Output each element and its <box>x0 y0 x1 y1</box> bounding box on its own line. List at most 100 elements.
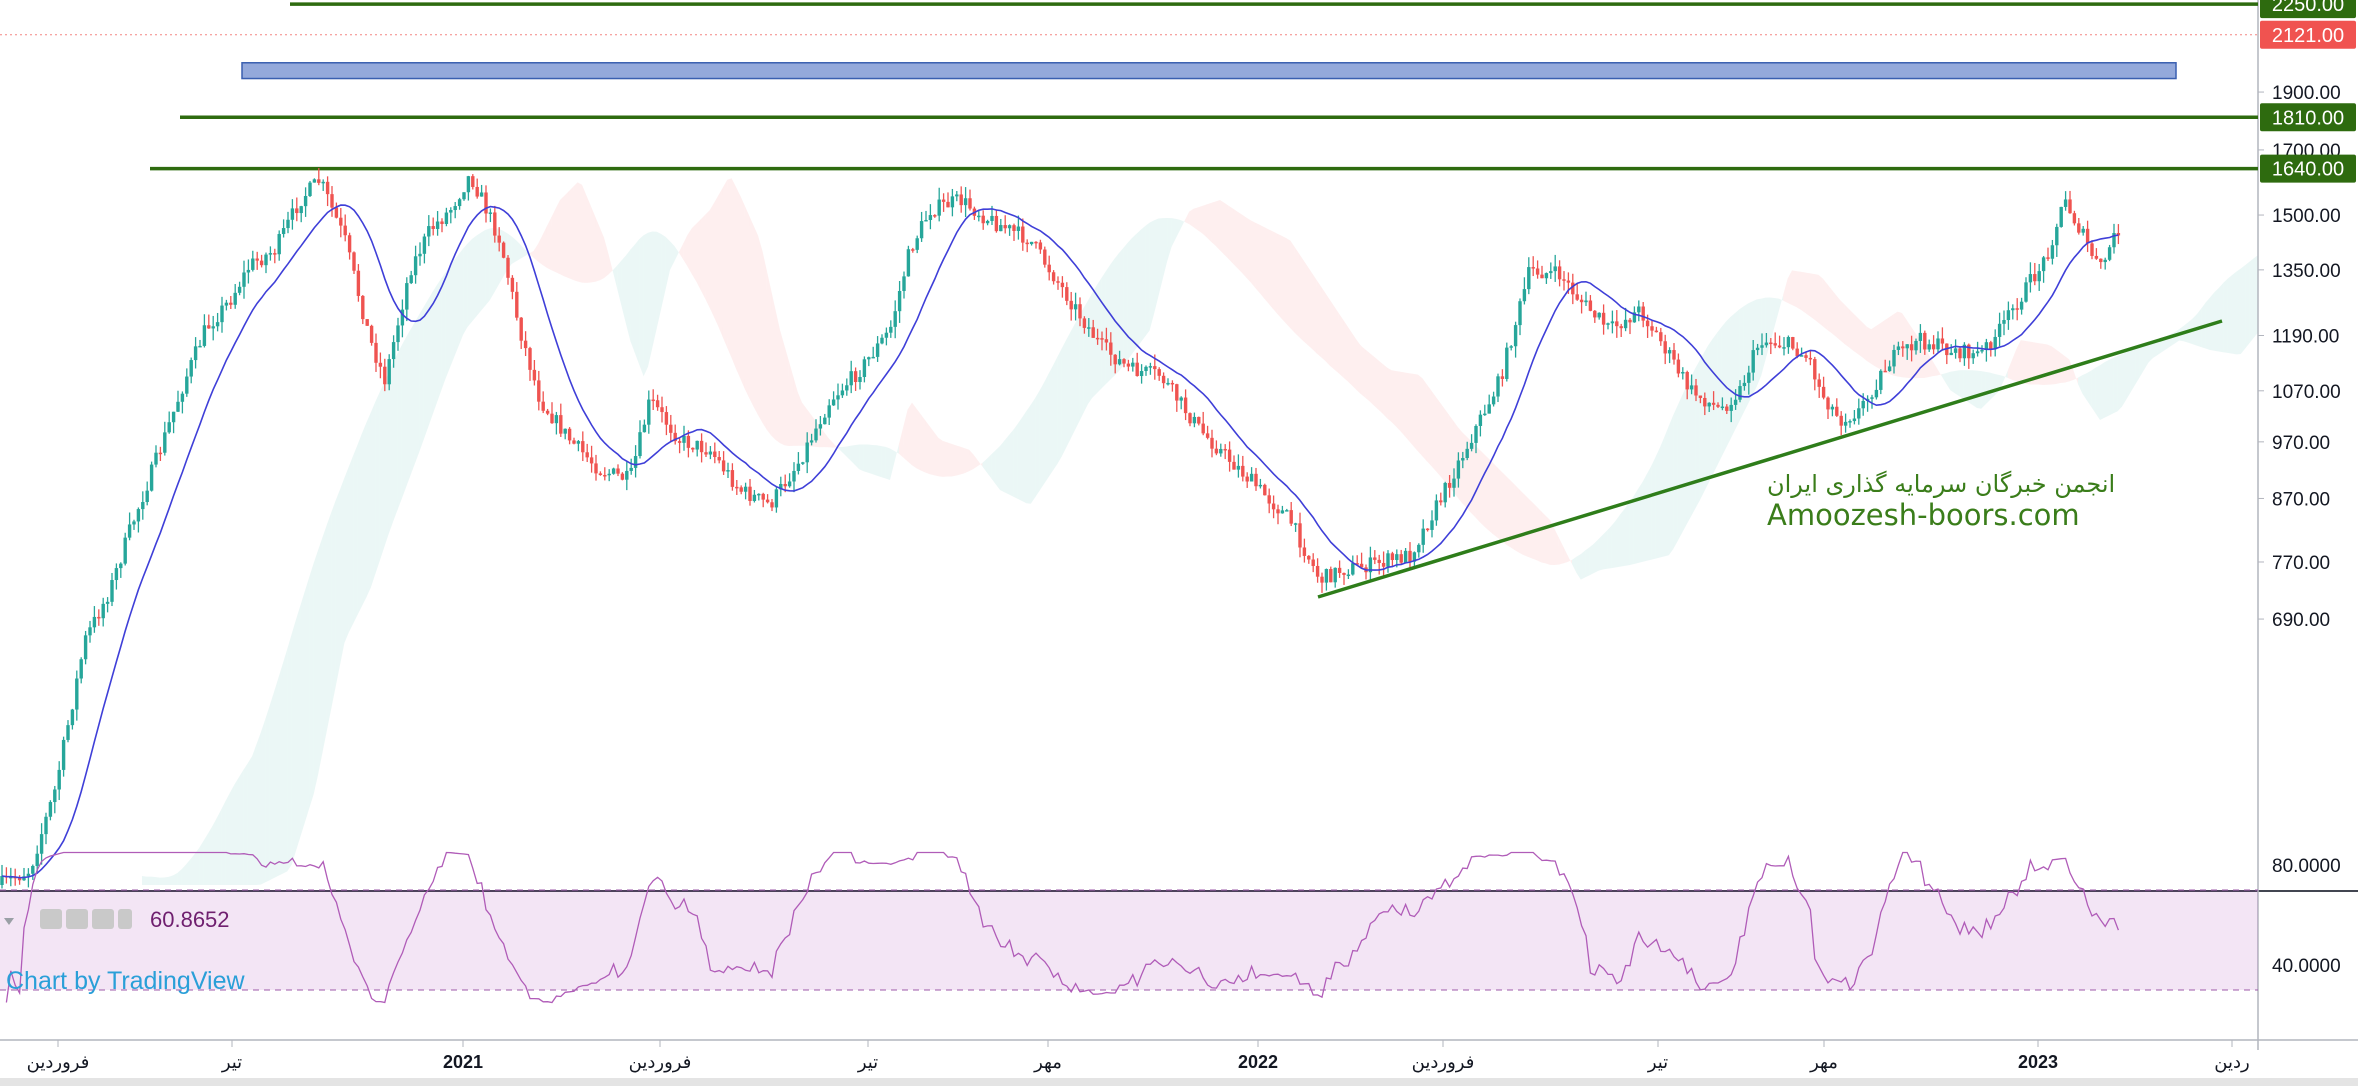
cloud-segment <box>551 208 556 273</box>
candle-body <box>1491 396 1496 405</box>
candle-body <box>171 411 176 423</box>
candle-body <box>2063 199 2068 207</box>
cloud-segment <box>1418 374 1423 457</box>
candle-body <box>136 509 141 522</box>
candle-body <box>396 325 400 343</box>
candle-body <box>1579 299 1584 303</box>
candle-body <box>2094 255 2099 259</box>
cloud-segment <box>1162 217 1168 279</box>
cloud-segment <box>1616 514 1621 568</box>
candle-body <box>444 212 449 224</box>
cloud-segment <box>1897 311 1902 378</box>
cloud-segment <box>568 186 574 280</box>
candle-body <box>308 182 312 197</box>
cloud-segment <box>1558 537 1564 565</box>
cloud-segment <box>212 817 217 885</box>
candle-body <box>686 435 691 448</box>
cloud-segment <box>925 420 930 475</box>
candle-body <box>814 428 818 441</box>
candle-body <box>1188 413 1192 424</box>
candle-body <box>831 399 836 406</box>
candle-body <box>1289 510 1293 524</box>
cloud-segment <box>331 500 336 709</box>
cloud-segment <box>309 563 314 809</box>
horizontal-levels <box>0 2 2258 171</box>
cloud-segment <box>208 826 213 885</box>
candle-body <box>35 853 39 866</box>
candle-body <box>889 326 893 333</box>
level-label-bg <box>2260 154 2356 183</box>
cloud-segment <box>938 437 943 477</box>
candle-body <box>2059 206 2063 227</box>
candle-body <box>123 537 127 564</box>
candle-body <box>1496 376 1500 397</box>
candle-body <box>1817 379 1821 387</box>
cloud-segment <box>564 191 569 279</box>
cloud-segment <box>335 489 340 687</box>
cloud-segment <box>1501 471 1506 545</box>
cloud-segment <box>692 223 697 282</box>
candle-body <box>792 470 796 482</box>
candle-body <box>713 451 717 458</box>
cloud-segment <box>1937 368 1942 376</box>
candle-body <box>1879 370 1883 390</box>
cloud-segment <box>278 663 283 876</box>
cloud-segment <box>467 239 472 327</box>
candle-body <box>466 176 471 193</box>
cloud-segment <box>1092 285 1097 398</box>
cloud-segment <box>956 445 961 476</box>
candle-body <box>1117 359 1122 365</box>
candle-body <box>1505 347 1509 379</box>
candle-body <box>1452 478 1456 488</box>
cloud-segment <box>1880 320 1885 372</box>
cloud-segment <box>1462 432 1467 508</box>
candle-body <box>1021 226 1025 243</box>
candle-body <box>374 342 378 363</box>
cloud-segment <box>524 249 530 257</box>
candle-body <box>2055 226 2059 246</box>
candle-body <box>273 253 277 255</box>
watermark-line1: انجمن خبرگان سرمایه گذاری ایران <box>1767 470 2115 498</box>
candle-body <box>1641 306 1645 321</box>
cloud-segment <box>2126 350 2131 400</box>
cloud-segment <box>1180 220 1185 230</box>
candle-body <box>1373 557 1377 560</box>
candle-body <box>1029 241 1034 245</box>
candle-body <box>963 198 968 206</box>
candle-body <box>1179 397 1183 401</box>
candle-body <box>581 441 585 453</box>
candle-body <box>611 468 616 474</box>
candle-body <box>1733 399 1738 405</box>
candle-body <box>699 440 704 453</box>
candle-body <box>902 276 906 291</box>
tradingview-credit[interactable]: Chart by TradingView <box>6 967 245 995</box>
cloud-segment <box>1255 222 1260 293</box>
candle-body <box>44 816 48 835</box>
candle-body <box>1003 225 1007 229</box>
time-tick-label: 2023 <box>2018 1052 2058 1072</box>
candle-body <box>255 258 259 261</box>
cloud-segment <box>1690 368 1696 517</box>
cloud-segment <box>230 784 235 885</box>
cloud-segment <box>1017 417 1022 501</box>
cloud-segment <box>1550 520 1555 566</box>
candle-body <box>347 235 352 253</box>
cloud-segment <box>2117 354 2122 412</box>
candle-body <box>295 208 299 214</box>
cloud-segment <box>1290 240 1295 333</box>
candle-body <box>1456 460 1461 479</box>
candle-body <box>1905 344 1909 349</box>
cloud-segment <box>1554 528 1559 566</box>
candle-body <box>933 215 937 217</box>
time-tick-label: فروردین <box>1412 1052 1475 1073</box>
cloud-segment <box>863 444 868 473</box>
cloud-segment <box>1668 415 1674 556</box>
level-label: 2121.00 <box>2272 25 2344 47</box>
candle-body <box>893 311 897 327</box>
cloud-segment <box>1294 247 1300 338</box>
cloud-segment <box>1264 227 1269 304</box>
candle-body <box>761 493 765 500</box>
candle-body <box>770 502 774 508</box>
